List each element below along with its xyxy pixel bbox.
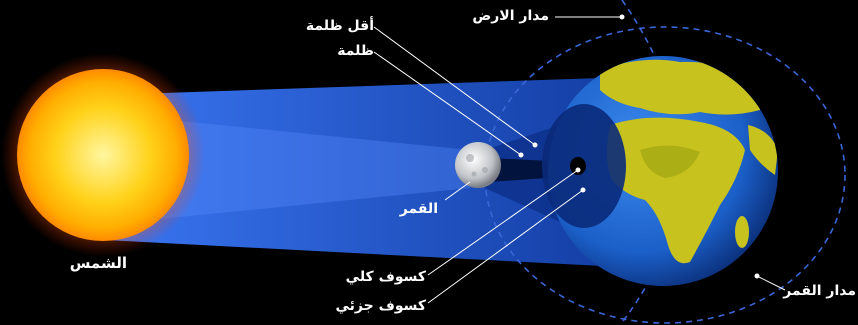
leader-earth-orbit-dot — [619, 14, 625, 20]
label-sun: الشمس — [69, 254, 127, 272]
label-moon: القمر — [399, 201, 438, 217]
leader-total-dot — [575, 167, 581, 173]
label-penumbra: أقل ظلمة — [305, 18, 374, 34]
label-earth-orbit: مدار الارض — [472, 8, 549, 24]
leader-moon-orbit-dot — [754, 273, 760, 279]
leader-total — [427, 169, 579, 276]
sun — [1, 53, 205, 257]
leader-penumbra-dot — [532, 142, 538, 148]
moon — [455, 142, 501, 188]
leader-partial-dot — [580, 187, 586, 193]
earth — [542, 56, 778, 286]
label-umbra: ظلمة — [337, 43, 374, 59]
leader-umbra — [373, 51, 522, 156]
leader-moon-orbit — [756, 275, 786, 291]
leader-moon — [444, 181, 471, 201]
label-total-eclipse: كسوف كلي — [345, 269, 426, 285]
label-partial-eclipse: كسوف جزئي — [335, 298, 426, 314]
leader-umbra-dot — [518, 152, 524, 158]
leader-partial — [427, 189, 584, 304]
leader-penumbra — [373, 26, 536, 146]
label-moon-orbit: مدار القمر — [783, 283, 856, 299]
penumbra-cone — [150, 118, 470, 220]
moon-orbit-line — [484, 26, 846, 324]
leader-lines — [373, 14, 786, 304]
